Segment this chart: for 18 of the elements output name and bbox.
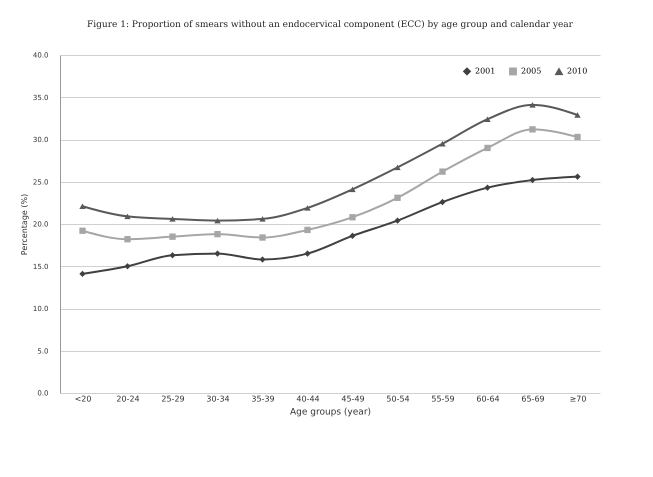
x-tick-label: 60-64: [476, 394, 500, 404]
x-tick-label: 65-69: [521, 394, 545, 404]
legend-label: 2010: [567, 66, 588, 76]
x-tick-label: 35-39: [251, 394, 275, 404]
chart-title: Figure 1: Proportion of smears without an endocervical component (ECC) by age group and calendar year: [87, 20, 574, 30]
x-tick-label: ≥70: [570, 394, 586, 404]
x-tick-label: 40-44: [296, 394, 320, 404]
x-tick-label: 30-34: [206, 394, 230, 404]
x-axis-title: Age groups (year): [290, 408, 372, 418]
x-tick-label: 45-49: [341, 394, 365, 404]
x-tick-label: 50-54: [386, 394, 410, 404]
x-tick-label: <20: [74, 394, 92, 404]
legend-label: 2005: [521, 66, 542, 76]
y-axis-title: Percentage (%): [20, 194, 29, 256]
x-tick-label: 20-24: [116, 394, 140, 404]
x-tick-label: 55-59: [431, 394, 455, 404]
legend-label: 2001: [475, 66, 496, 76]
x-tick-label: 25-29: [161, 394, 185, 404]
